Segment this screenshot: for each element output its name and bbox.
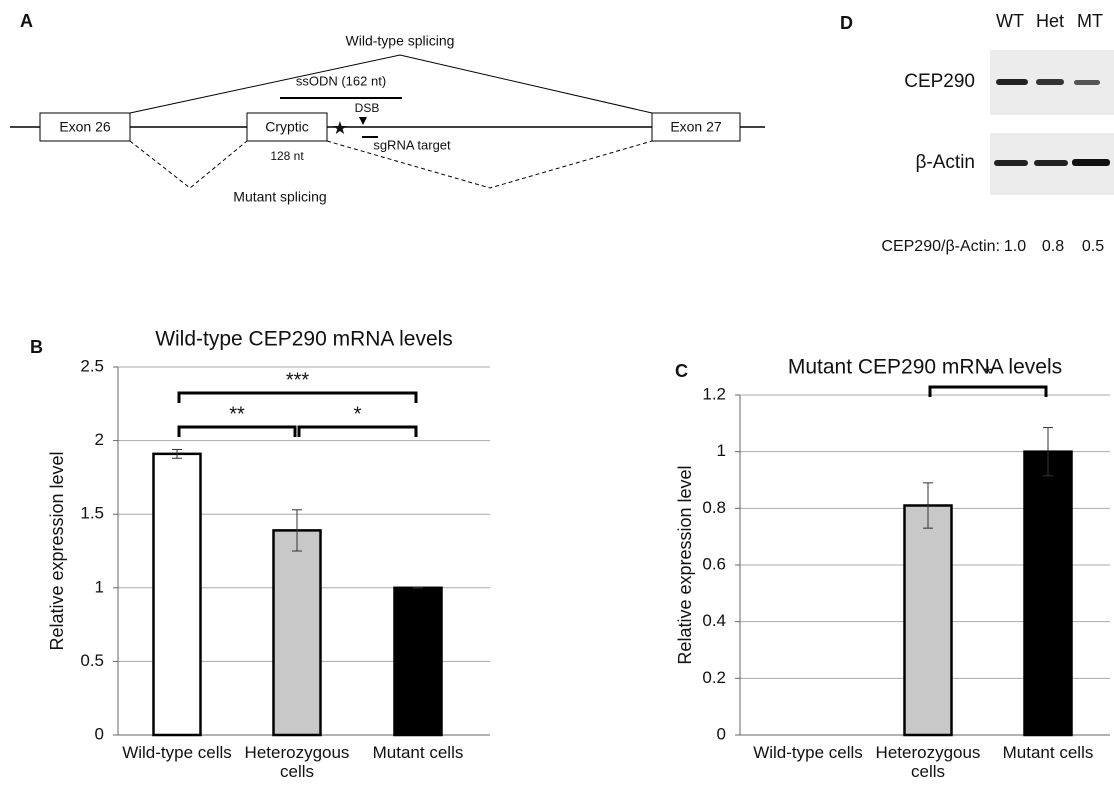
y-tick-label: 1.5 bbox=[80, 504, 104, 523]
y-tick-label: 0.5 bbox=[80, 651, 104, 670]
significance-label: ** bbox=[229, 403, 245, 425]
ratio-value: 0.8 bbox=[1042, 238, 1064, 255]
wt-splice-label: Wild-type splicing bbox=[346, 33, 455, 49]
bar bbox=[1025, 452, 1072, 735]
y-tick-label: 2.5 bbox=[80, 356, 104, 375]
x-tick-label: Heterozygous cells bbox=[242, 743, 352, 781]
significance-label: *** bbox=[286, 369, 310, 391]
band bbox=[1072, 159, 1110, 166]
y-tick-label: 1 bbox=[717, 441, 726, 460]
significance-label: * bbox=[984, 363, 992, 385]
figure: A Exon 26 Cryptic Exon 27 Wild-type spli… bbox=[0, 0, 1114, 792]
bar bbox=[395, 588, 442, 735]
band bbox=[996, 79, 1028, 85]
y-axis-label: Relative expression level bbox=[47, 451, 67, 650]
band bbox=[1074, 80, 1100, 85]
mutation-star: ★ bbox=[332, 118, 348, 138]
significance-bracket bbox=[299, 427, 416, 437]
band bbox=[1034, 160, 1068, 166]
exon-label: Exon 26 bbox=[59, 119, 111, 135]
chart-title: Wild-type CEP290 mRNA levels bbox=[155, 328, 453, 351]
panel-label: D bbox=[840, 13, 853, 33]
ratio-value: 0.5 bbox=[1082, 238, 1104, 255]
panel-label: B bbox=[30, 337, 43, 357]
y-tick-label: 1.2 bbox=[702, 384, 726, 403]
dsb-label: DSB bbox=[355, 101, 380, 115]
significance-bracket bbox=[179, 427, 295, 437]
band bbox=[1036, 79, 1064, 85]
ratio-value: 1.0 bbox=[1004, 238, 1026, 255]
lane-label: MT bbox=[1077, 11, 1103, 31]
panel-label: C bbox=[675, 361, 688, 381]
ssodn-label: ssODN (162 nt) bbox=[296, 73, 386, 88]
mut-splice bbox=[130, 141, 247, 188]
significance-bracket bbox=[179, 393, 416, 403]
bar bbox=[905, 506, 952, 736]
chart-title: Mutant CEP290 mRNA levels bbox=[788, 356, 1062, 379]
bar bbox=[274, 530, 321, 735]
x-tick-label: Mutant cells bbox=[993, 743, 1103, 762]
mut-splice-label: Mutant splicing bbox=[233, 189, 326, 205]
lane-label: WT bbox=[996, 11, 1024, 31]
cryptic-length: 128 nt bbox=[270, 149, 304, 163]
x-tick-label: Wild-type cells bbox=[753, 743, 863, 762]
ratio-label: CEP290/β-Actin: bbox=[881, 238, 1000, 255]
y-tick-label: 1 bbox=[95, 577, 104, 596]
figure-canvas: A Exon 26 Cryptic Exon 27 Wild-type spli… bbox=[0, 0, 1114, 792]
y-tick-label: 0.8 bbox=[702, 498, 726, 517]
row-label: β-Actin bbox=[916, 152, 976, 173]
band bbox=[994, 160, 1028, 166]
y-axis-label: Relative expression level bbox=[675, 465, 695, 664]
exon-label: Exon 27 bbox=[670, 119, 722, 135]
x-tick-label: Heterozygous cells bbox=[873, 743, 983, 781]
significance-label: * bbox=[354, 403, 362, 425]
cryptic-label: Cryptic bbox=[265, 119, 309, 135]
y-tick-label: 0 bbox=[95, 724, 104, 743]
x-tick-label: Wild-type cells bbox=[122, 743, 232, 762]
y-tick-label: 0.4 bbox=[702, 611, 726, 630]
panel-label: A bbox=[20, 11, 33, 31]
y-tick-label: 2 bbox=[95, 430, 104, 449]
bar bbox=[154, 454, 201, 735]
wt-splice bbox=[130, 55, 652, 113]
x-tick-label: Mutant cells bbox=[363, 743, 473, 762]
lane-label: Het bbox=[1036, 11, 1064, 31]
dsb-arrow bbox=[359, 117, 367, 125]
row-label: CEP290 bbox=[904, 71, 975, 92]
sgrna-label: sgRNA target bbox=[373, 137, 451, 152]
y-tick-label: 0.2 bbox=[702, 668, 726, 687]
y-tick-label: 0.6 bbox=[702, 554, 726, 573]
y-tick-label: 0 bbox=[717, 724, 726, 743]
